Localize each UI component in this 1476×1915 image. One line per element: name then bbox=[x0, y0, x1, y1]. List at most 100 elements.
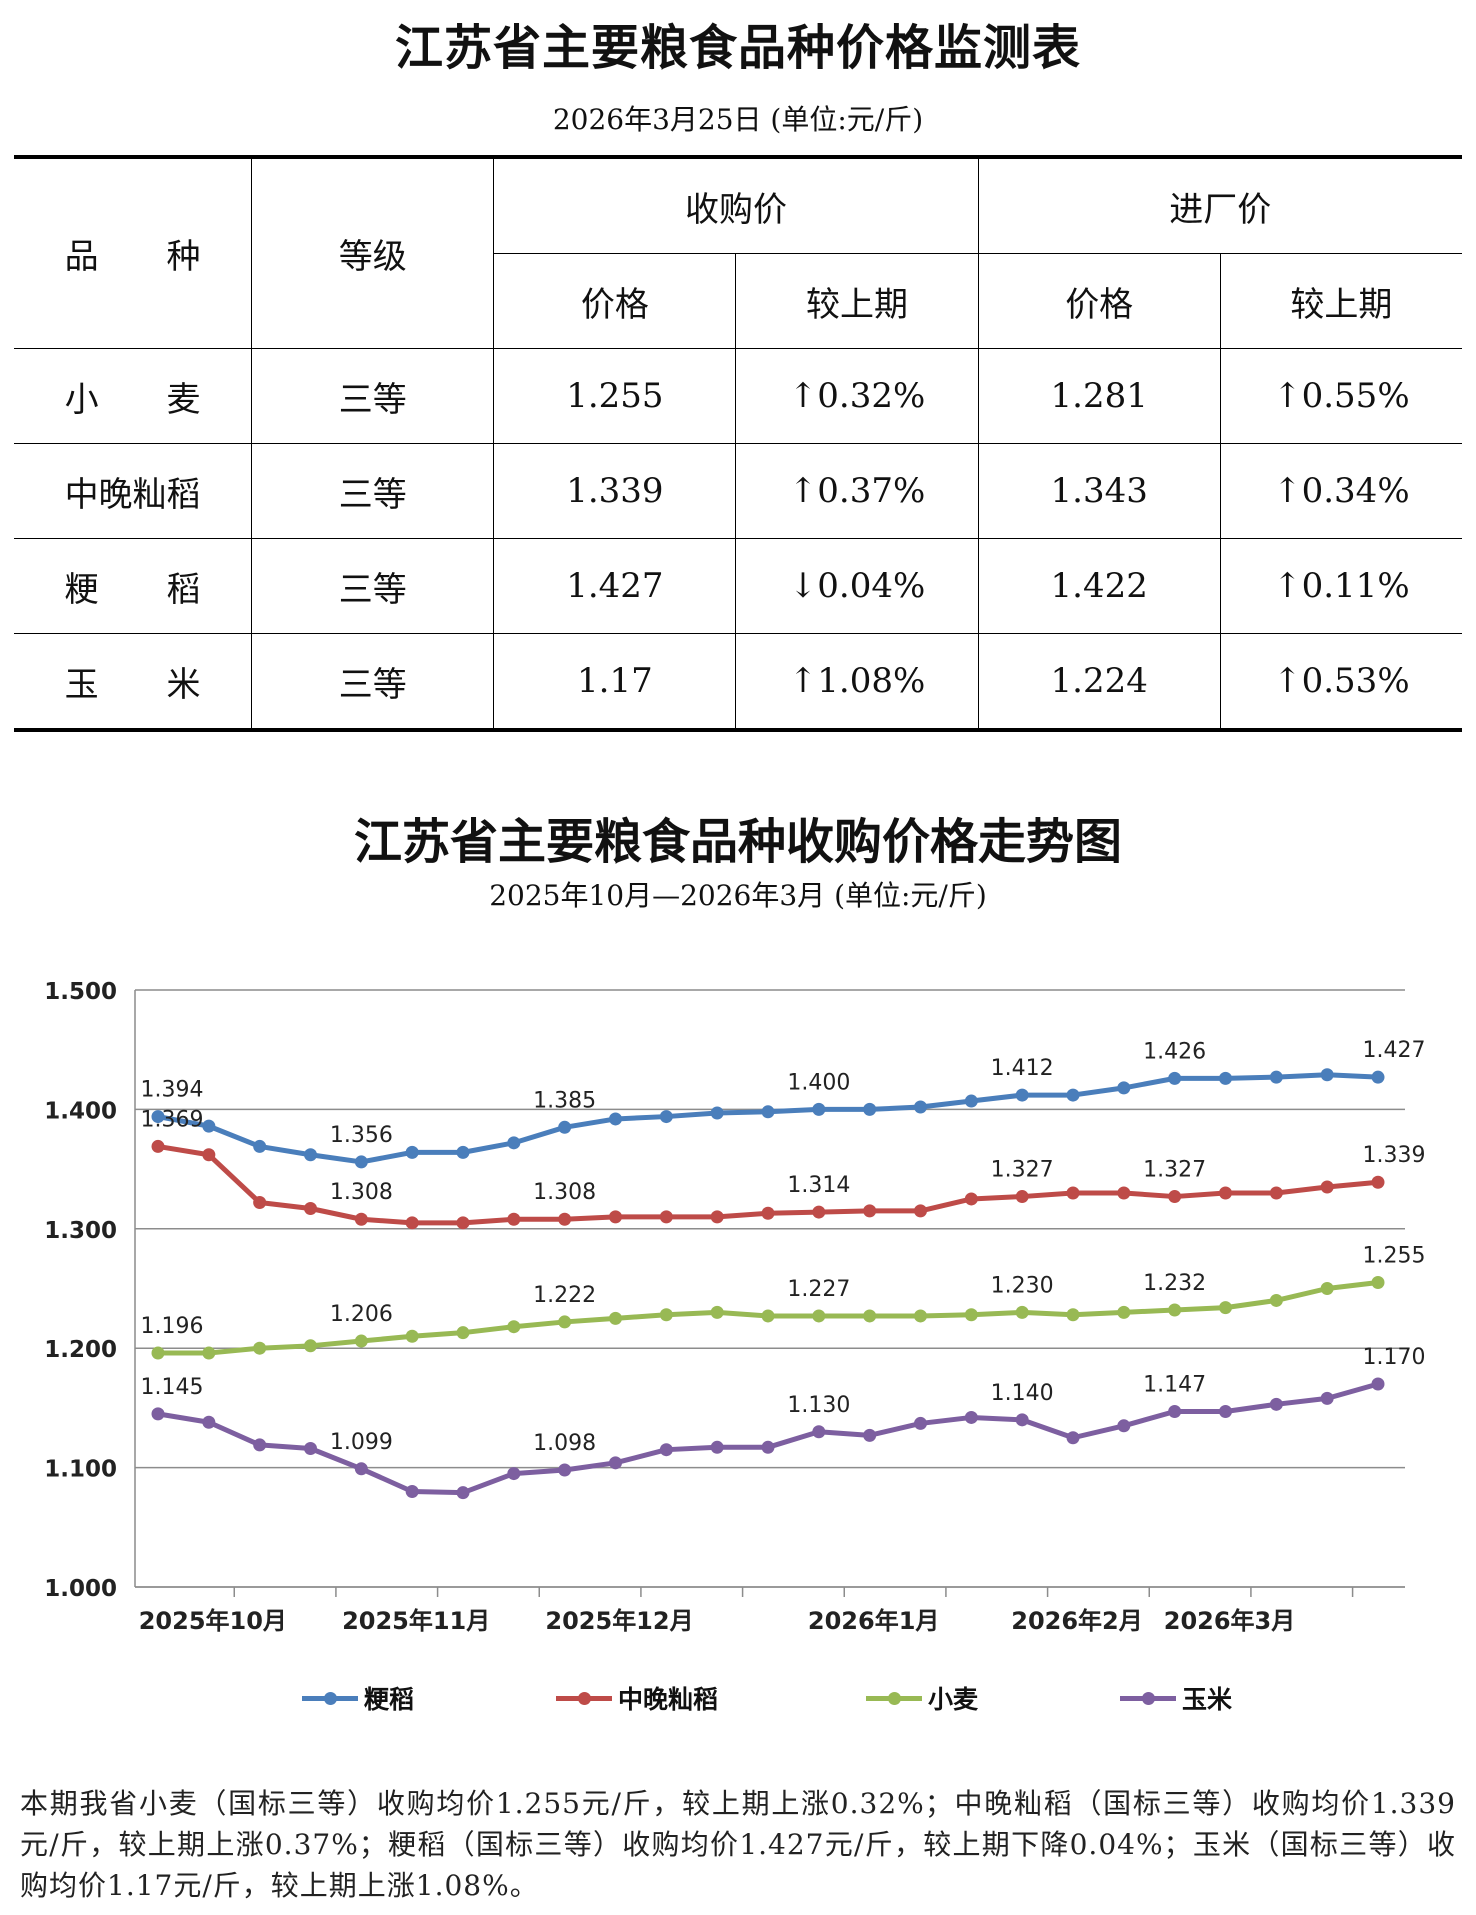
data-point bbox=[1269, 1293, 1283, 1307]
data-label: 1.227 bbox=[787, 1277, 850, 1302]
data-point bbox=[1168, 1190, 1182, 1204]
data-point bbox=[1168, 1303, 1182, 1317]
data-point bbox=[1219, 1071, 1232, 1085]
data-point bbox=[253, 1438, 267, 1452]
legend-swatch bbox=[556, 1691, 612, 1705]
cell-grade: 三等 bbox=[251, 538, 495, 634]
data-label: 1.232 bbox=[1143, 1271, 1206, 1296]
data-point bbox=[151, 1139, 165, 1153]
data-point bbox=[659, 1443, 673, 1457]
data-point bbox=[914, 1204, 927, 1218]
data-point bbox=[710, 1440, 724, 1454]
data-point bbox=[202, 1346, 216, 1360]
data-label: 1.427 bbox=[1363, 1038, 1426, 1063]
x-tick-label: 2025年10月 bbox=[139, 1607, 287, 1635]
data-label: 1.206 bbox=[330, 1302, 393, 1327]
data-point bbox=[507, 1467, 521, 1481]
data-point bbox=[1168, 1071, 1182, 1085]
data-point bbox=[812, 1309, 826, 1323]
data-point bbox=[710, 1305, 724, 1319]
data-point bbox=[812, 1425, 826, 1439]
legend-item: 玉米 bbox=[1120, 1680, 1232, 1716]
data-point bbox=[405, 1329, 419, 1343]
series-line bbox=[157, 1072, 1379, 1165]
data-point bbox=[456, 1216, 470, 1230]
cell-variety: 粳 稻 bbox=[14, 538, 253, 634]
data-point bbox=[812, 1205, 826, 1219]
data-point bbox=[558, 1120, 572, 1134]
cell-factory-change: ↑0.53% bbox=[1219, 633, 1462, 731]
legend-label: 小麦 bbox=[928, 1685, 979, 1714]
data-point bbox=[1219, 1404, 1232, 1418]
data-point bbox=[304, 1441, 317, 1455]
data-label: 1.385 bbox=[533, 1088, 596, 1113]
data-point bbox=[507, 1136, 521, 1150]
data-point bbox=[609, 1112, 622, 1126]
cell-purchase-change: ↑0.32% bbox=[735, 348, 979, 444]
legend-swatch bbox=[1120, 1691, 1176, 1705]
header-factory: 进厂价 bbox=[977, 156, 1462, 254]
cell-variety: 小 麦 bbox=[14, 348, 253, 444]
price-trend-chart: 1.000 1.100 1.200 1.300 1.400 1.500 2025年10月 20… bbox=[44, 979, 1426, 1635]
data-label: 1.230 bbox=[991, 1273, 1054, 1298]
data-label: 1.170 bbox=[1363, 1345, 1426, 1370]
cell-purchase-price: 1.427 bbox=[493, 538, 737, 634]
data-label: 1.099 bbox=[330, 1430, 393, 1455]
y-tick-label: 1.300 bbox=[44, 1218, 117, 1244]
data-point bbox=[151, 1407, 165, 1421]
cell-purchase-price: 1.339 bbox=[493, 443, 737, 539]
data-point bbox=[1371, 1070, 1385, 1084]
table-row: 玉 米 三等 1.17 ↑1.08% 1.224 ↑0.53% bbox=[14, 633, 1462, 731]
data-label: 1.222 bbox=[533, 1283, 596, 1308]
data-point bbox=[761, 1440, 775, 1454]
data-point bbox=[1269, 1186, 1283, 1200]
data-point bbox=[1371, 1377, 1385, 1391]
data-point bbox=[964, 1308, 978, 1322]
legend-label: 粳稻 bbox=[364, 1685, 415, 1714]
data-point bbox=[710, 1210, 724, 1224]
data-point bbox=[202, 1148, 216, 1162]
data-point bbox=[964, 1192, 978, 1206]
data-point bbox=[1219, 1186, 1232, 1200]
data-point bbox=[1371, 1175, 1385, 1189]
table-row: 粳 稻 三等 1.427 ↓0.04% 1.422 ↑0.11% bbox=[14, 538, 1462, 634]
data-point bbox=[1117, 1186, 1131, 1200]
data-label: 1.308 bbox=[330, 1180, 393, 1205]
data-label: 1.412 bbox=[991, 1056, 1054, 1081]
x-tick-label: 2026年3月 bbox=[1164, 1607, 1296, 1635]
cell-purchase-change: ↓0.04% bbox=[735, 538, 979, 634]
cell-purchase-change: ↑0.37% bbox=[735, 443, 979, 539]
data-point bbox=[558, 1315, 572, 1329]
data-label: 1.327 bbox=[1143, 1158, 1206, 1183]
data-point bbox=[609, 1456, 622, 1470]
x-tick-label: 2025年11月 bbox=[342, 1607, 490, 1635]
cell-factory-change: ↑0.11% bbox=[1219, 538, 1462, 634]
data-point bbox=[761, 1206, 775, 1220]
data-label: 1.145 bbox=[141, 1375, 204, 1400]
summary-paragraph: 本期我省小麦（国标三等）收购均价1.255元/斤，较上期上涨0.32%；中晚籼稻… bbox=[20, 1787, 1456, 1902]
data-label: 1.327 bbox=[991, 1158, 1054, 1183]
y-tick-label: 1.400 bbox=[44, 1098, 117, 1124]
table-row: 小 麦 三等 1.255 ↑0.32% 1.281 ↑0.55% bbox=[14, 348, 1462, 444]
data-point bbox=[456, 1486, 470, 1500]
data-point bbox=[354, 1155, 368, 1169]
table-row: 中晚籼稻 三等 1.339 ↑0.37% 1.343 ↑0.34% bbox=[14, 443, 1462, 539]
legend-swatch bbox=[302, 1691, 358, 1705]
cell-grade: 三等 bbox=[251, 348, 495, 444]
data-point bbox=[1117, 1305, 1131, 1319]
data-point bbox=[609, 1210, 622, 1224]
legend-item: 小麦 bbox=[866, 1680, 978, 1716]
x-tick-label: 2025年12月 bbox=[545, 1607, 693, 1635]
data-point bbox=[151, 1110, 165, 1124]
data-point bbox=[304, 1148, 317, 1162]
data-point bbox=[863, 1428, 877, 1442]
price-table: 品 种 等级 收购价 进厂价 价格 较上期 价格 较上期 小 麦 三等 1.25… bbox=[14, 155, 1462, 732]
data-point bbox=[914, 1416, 927, 1430]
data-label: 1.356 bbox=[330, 1123, 393, 1148]
cell-factory-price: 1.422 bbox=[977, 538, 1221, 634]
data-point bbox=[710, 1106, 724, 1120]
cell-variety: 玉 米 bbox=[14, 633, 253, 731]
data-point bbox=[253, 1341, 267, 1355]
data-point bbox=[863, 1309, 877, 1323]
cell-purchase-change: ↑1.08% bbox=[735, 633, 979, 731]
